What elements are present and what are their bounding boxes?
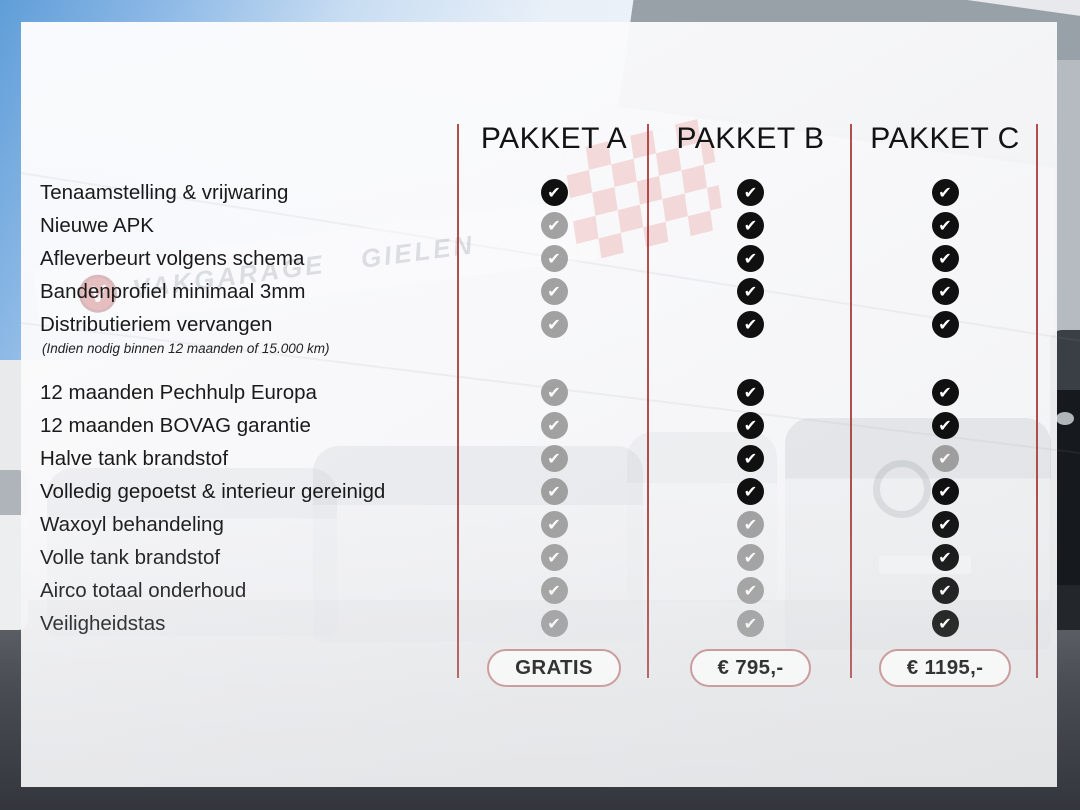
check-icon-included: ✔ <box>931 577 959 604</box>
table-row: Waxoyl behandeling ✔ ✔ ✔ <box>21 508 1057 541</box>
check-icon-excluded: ✔ <box>540 412 568 439</box>
check-icon-excluded: ✔ <box>540 278 568 305</box>
car-headlight <box>1056 412 1074 425</box>
building-corner <box>1054 60 1080 360</box>
check-icon-excluded: ✔ <box>931 445 959 472</box>
check-icon-included: ✔ <box>931 212 959 239</box>
check-icon-excluded: ✔ <box>737 544 764 571</box>
feature-label: 12 maanden Pechhulp Europa <box>40 380 317 404</box>
check-icon-included: ✔ <box>931 511 959 538</box>
check-icon-included: ✔ <box>737 278 764 305</box>
feature-label: Afleverbeurt volgens schema <box>40 246 305 270</box>
check-icon-included: ✔ <box>931 179 959 206</box>
check-icon-excluded: ✔ <box>540 445 568 472</box>
check-icon-included: ✔ <box>737 311 764 338</box>
table-row: Bandenprofiel minimaal 3mm ✔ ✔ ✔ <box>21 275 1057 308</box>
check-icon-included: ✔ <box>540 179 568 206</box>
table-row: Distributieriem vervangen ✔ ✔ ✔ <box>21 308 1057 341</box>
comparison-panel: V VAKGARAGE GIELEN PAKKET A PAKKET B PAK… <box>20 22 1080 787</box>
check-icon-excluded: ✔ <box>540 379 568 406</box>
check-icon-included: ✔ <box>931 311 959 338</box>
column-divider <box>850 124 852 678</box>
table-row: Afleverbeurt volgens schema ✔ ✔ ✔ <box>21 242 1057 275</box>
price-pill-pakket-c[interactable]: € 1195,- <box>878 649 1012 687</box>
column-headers: PAKKET A PAKKET B PAKKET C <box>21 117 1057 161</box>
check-icon-excluded: ✔ <box>737 610 764 637</box>
check-icon-included: ✔ <box>737 379 764 406</box>
column-divider <box>1036 124 1038 678</box>
feature-label: Veiligheidstas <box>40 611 166 635</box>
column-divider <box>647 124 649 678</box>
check-icon-included: ✔ <box>931 278 959 305</box>
feature-label: Distributieriem vervangen <box>40 312 273 336</box>
feature-label: Waxoyl behandeling <box>40 512 224 536</box>
table-row: Halve tank brandstof ✔ ✔ ✔ <box>21 442 1057 475</box>
check-icon-included: ✔ <box>737 478 764 505</box>
check-icon-excluded: ✔ <box>540 544 568 571</box>
column-header-pakket-c: PAKKET C <box>870 122 1020 155</box>
check-icon-included: ✔ <box>737 445 764 472</box>
check-icon-included: ✔ <box>737 245 764 272</box>
price-row: GRATIS € 795,- € 1195,- <box>21 649 1057 687</box>
feature-note: (Indien nodig binnen 12 maanden of 15.00… <box>42 341 330 356</box>
check-icon-included: ✔ <box>737 212 764 239</box>
table-row: 12 maanden Pechhulp Europa ✔ ✔ ✔ <box>21 376 1057 409</box>
table-row: Volledig gepoetst & interieur gereinigd … <box>21 475 1057 508</box>
price-pill-pakket-b[interactable]: € 795,- <box>689 649 812 687</box>
feature-label: Nieuwe APK <box>40 213 154 237</box>
feature-label: Tenaamstelling & vrijwaring <box>40 180 289 204</box>
check-icon-included: ✔ <box>931 412 959 439</box>
check-icon-excluded: ✔ <box>737 577 764 604</box>
check-icon-included: ✔ <box>931 245 959 272</box>
check-icon-excluded: ✔ <box>540 511 568 538</box>
table-row: Nieuwe APK ✔ ✔ ✔ <box>21 209 1057 242</box>
column-divider <box>457 124 459 678</box>
check-icon-excluded: ✔ <box>540 478 568 505</box>
table-row: Tenaamstelling & vrijwaring ✔ ✔ ✔ <box>21 176 1057 209</box>
feature-label: 12 maanden BOVAG garantie <box>40 413 311 437</box>
column-header-pakket-b: PAKKET B <box>676 122 825 155</box>
check-icon-included: ✔ <box>931 379 959 406</box>
feature-label: Airco totaal onderhoud <box>40 578 247 602</box>
check-icon-included: ✔ <box>737 179 764 206</box>
check-icon-included: ✔ <box>931 478 959 505</box>
check-icon-included: ✔ <box>737 412 764 439</box>
check-icon-included: ✔ <box>931 544 959 571</box>
check-icon-excluded: ✔ <box>540 212 568 239</box>
feature-label: Volle tank brandstof <box>40 545 221 569</box>
feature-label: Volledig gepoetst & interieur gereinigd <box>40 479 386 503</box>
feature-label: Bandenprofiel minimaal 3mm <box>40 279 306 303</box>
feature-label: Halve tank brandstof <box>40 446 229 470</box>
price-pill-pakket-a[interactable]: GRATIS <box>487 649 621 687</box>
check-icon-excluded: ✔ <box>737 511 764 538</box>
column-header-pakket-a: PAKKET A <box>480 122 628 155</box>
check-icon-excluded: ✔ <box>540 245 568 272</box>
feature-table: Tenaamstelling & vrijwaring ✔ ✔ ✔ Nieuwe… <box>21 176 1057 640</box>
check-icon-included: ✔ <box>931 610 959 637</box>
table-row: Airco totaal onderhoud ✔ ✔ ✔ <box>21 574 1057 607</box>
check-icon-excluded: ✔ <box>540 610 568 637</box>
table-row: 12 maanden BOVAG garantie ✔ ✔ ✔ <box>21 409 1057 442</box>
check-icon-excluded: ✔ <box>540 577 568 604</box>
check-icon-excluded: ✔ <box>540 311 568 338</box>
table-row: Veiligheidstas ✔ ✔ ✔ <box>21 607 1057 640</box>
table-row: Volle tank brandstof ✔ ✔ ✔ <box>21 541 1057 574</box>
